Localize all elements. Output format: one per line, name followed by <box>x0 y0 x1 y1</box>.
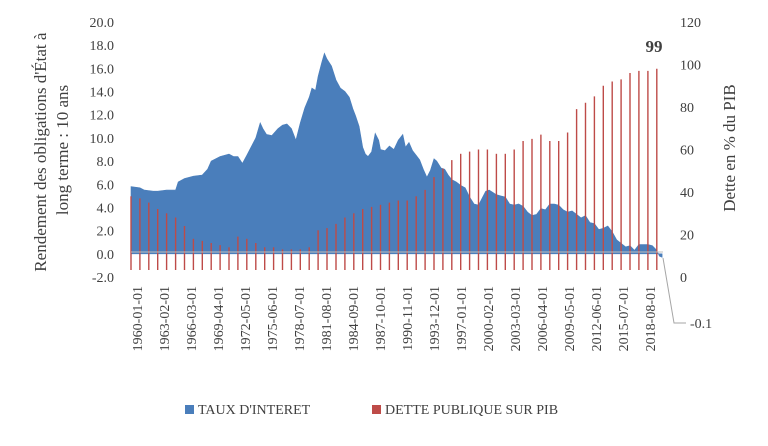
legend-swatch-debt <box>372 405 381 414</box>
bars-layer <box>130 68 658 270</box>
y-left-title: Rendement des obligations d'État à long … <box>31 28 72 271</box>
y-left-title-line2: long terme : 10 ans <box>53 85 72 215</box>
y-right-tick: 100 <box>680 59 701 74</box>
x-tick: 1975-06-01 <box>266 286 281 351</box>
x-tick: 1981-08-01 <box>320 286 335 351</box>
y-left-tick: 10.0 <box>90 132 115 147</box>
y-left-tick: -2.0 <box>92 271 114 286</box>
x-tick: 2000-02-01 <box>482 286 497 351</box>
y-right-title: Dette en % du PIB <box>720 84 739 211</box>
area-interest-rate <box>130 52 663 258</box>
y-right-tick: 0 <box>680 271 687 286</box>
y-right-tick: 20 <box>680 229 694 244</box>
y-left-tick: 4.0 <box>97 202 115 217</box>
axes-layer: 20.0 18.0 16.0 14.0 12.0 10.0 8.0 6.0 4.0 2.0 0.0 -… <box>90 16 702 351</box>
y-left-title-line1: Rendement des obligations d'État à <box>31 32 50 272</box>
y-right-tick: 80 <box>680 101 694 116</box>
legend-label-rate: TAUX D'INTERET <box>198 403 311 418</box>
y-left-tick: 6.0 <box>97 178 115 193</box>
y-left-tick: 14.0 <box>90 86 115 101</box>
x-tick: 1978-07-01 <box>293 286 308 351</box>
x-tick: 2009-05-01 <box>563 286 578 351</box>
x-tick: 2006-04-01 <box>536 286 551 351</box>
y-right-tick: 120 <box>680 16 701 31</box>
x-tick: 2012-06-01 <box>590 286 605 351</box>
x-tick: 2003-03-01 <box>509 286 524 351</box>
y-right-tick: 60 <box>680 144 694 159</box>
x-tick: 1990-11-01 <box>401 286 416 351</box>
x-tick: 1963-02-01 <box>158 286 173 351</box>
x-tick: 2018-08-01 <box>644 286 659 351</box>
x-tick: 1966-03-01 <box>185 286 200 351</box>
callout-label: -0.1 <box>690 317 712 332</box>
x-tick: 1984-09-01 <box>347 286 362 351</box>
bar-peak-label: 99 <box>646 37 663 56</box>
x-tick: 1960-01-01 <box>131 286 146 351</box>
y-left-tick: 2.0 <box>97 225 115 240</box>
x-tick: 1993-12-01 <box>428 286 443 351</box>
y-left-tick: 8.0 <box>97 155 115 170</box>
x-tick: 1987-10-01 <box>374 286 389 351</box>
y-left-tick: 0.0 <box>97 248 115 263</box>
y-left-tick: 20.0 <box>90 16 115 31</box>
y-left-tick: 18.0 <box>90 39 115 54</box>
x-tick: 2015-07-01 <box>617 286 632 351</box>
y-right-tick: 40 <box>680 186 694 201</box>
x-tick: 1972-05-01 <box>239 286 254 351</box>
legend: TAUX D'INTERET DETTE PUBLIQUE SUR PIB <box>185 403 558 418</box>
legend-swatch-rate <box>185 405 194 414</box>
area-layer <box>130 52 663 258</box>
callout-leader-line <box>662 257 686 324</box>
y-left-tick: 12.0 <box>90 109 115 124</box>
x-tick: 1997-01-01 <box>455 286 470 351</box>
x-tick: 1969-04-01 <box>212 286 227 351</box>
legend-label-debt: DETTE PUBLIQUE SUR PIB <box>385 403 558 418</box>
y-left-tick: 16.0 <box>90 62 115 77</box>
